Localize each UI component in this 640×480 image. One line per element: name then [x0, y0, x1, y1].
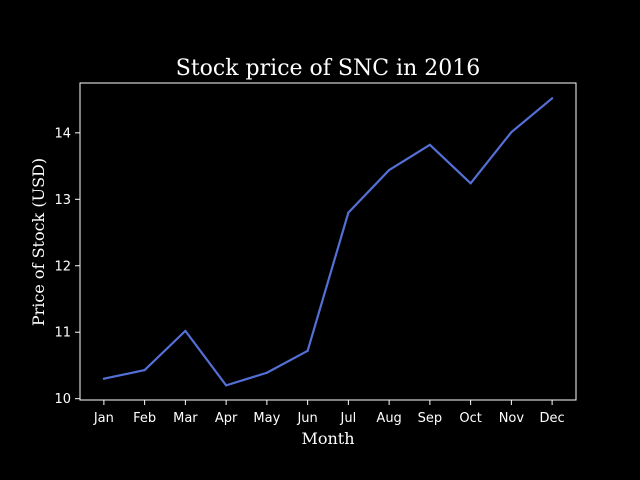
data-point [265, 371, 268, 374]
data-point [102, 377, 105, 380]
x-tick-label: Mar [173, 411, 198, 426]
x-tick-label: Jun [296, 411, 317, 426]
data-point [306, 349, 309, 352]
x-axis: Jan Feb Mar Apr May Jun Jul Aug Sep Oct Nov Dec [93, 400, 565, 426]
data-point [428, 143, 431, 146]
x-tick-label: Feb [133, 411, 156, 426]
x-tick-label: Nov [499, 411, 525, 426]
data-point [551, 97, 554, 100]
series-line [103, 97, 553, 387]
data-points [102, 97, 554, 387]
data-point [225, 384, 228, 387]
y-axis-label: Price of Stock (USD) [29, 158, 48, 326]
data-point [143, 368, 146, 372]
x-tick-label: Aug [376, 411, 401, 426]
x-axis-label: Month [301, 429, 354, 448]
y-tick-label: 12 [54, 259, 71, 274]
data-point [510, 131, 513, 134]
x-tick-label: May [253, 411, 280, 426]
data-point [184, 329, 187, 332]
data-point [388, 168, 391, 172]
y-axis: 10 11 12 13 14 [54, 126, 80, 407]
y-tick-label: 10 [54, 392, 71, 407]
data-point [347, 211, 350, 214]
chart-title: Stock price of SNC in 2016 [176, 56, 481, 81]
data-point [469, 182, 472, 185]
x-tick-label: Sep [418, 411, 443, 426]
x-tick-label: Apr [215, 411, 238, 426]
y-tick-label: 13 [54, 193, 71, 208]
x-tick-label: Jul [340, 411, 357, 426]
y-tick-label: 14 [54, 126, 71, 141]
plot-area-frame [79, 82, 577, 401]
x-tick-label: Jan [93, 411, 114, 426]
x-tick-label: Dec [540, 411, 565, 426]
x-tick-label: Oct [459, 411, 481, 426]
y-tick-label: 11 [54, 326, 71, 341]
